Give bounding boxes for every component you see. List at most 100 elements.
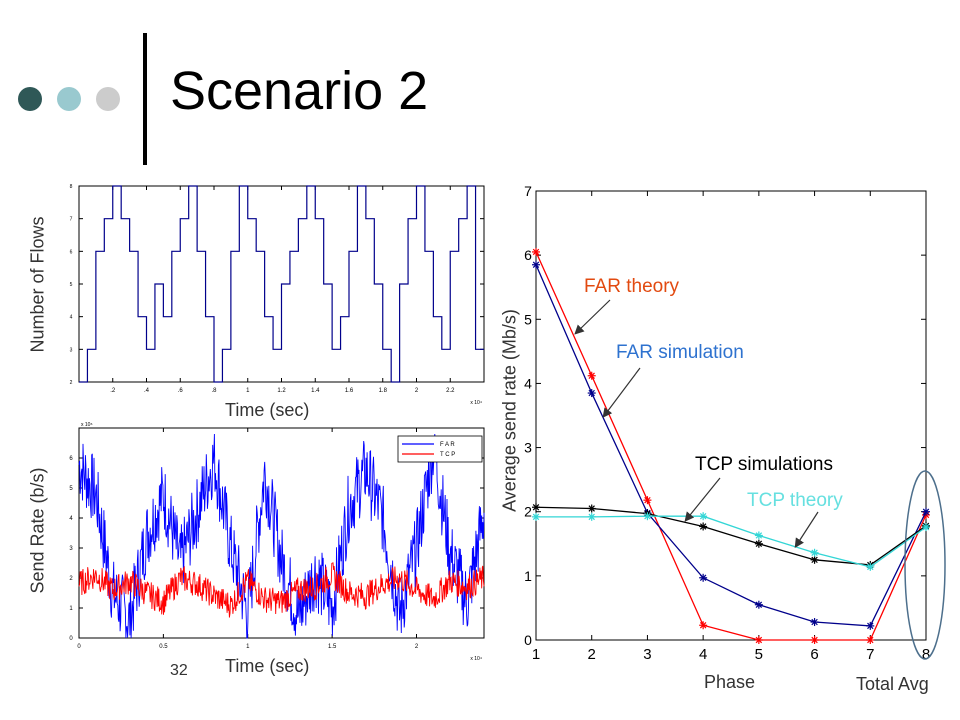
avg-ytick-label: 5 [524,311,532,327]
far-theory-point [699,621,708,630]
point-stroke-d2 [644,496,651,504]
tcp-theory-point [643,512,652,521]
far-simulation-point [754,600,763,609]
page-title: Scenario 2 [170,61,429,121]
bullet-dot-3 [96,87,120,111]
far-theory-point [754,636,763,644]
point-stroke-d2 [699,523,707,530]
send-rate-ytick-label: 5 [69,486,73,492]
flows-ytick-label: 7 [70,217,73,223]
far-simulation-point [922,507,930,516]
point-stroke-d2 [922,508,930,515]
far-series-line [78,433,485,639]
avg-ytick-label: 2 [524,504,532,520]
avg-ytick-label: 3 [524,440,532,456]
point-stroke-d2 [532,513,540,521]
tcp-theory-line [536,515,927,568]
point-stroke-d2 [867,636,874,644]
annotation-far-theory: FAR theory [584,276,680,297]
flows-xtick-label: .2 [110,388,116,394]
send-rate-ytick-label: 6 [69,456,73,462]
far-theory-point [866,636,875,644]
flows-x-multiplier: x 10⁴ [470,400,482,406]
avg-chart-ylabel: Average send rate (Mb/s) [499,309,520,512]
far-simulation-point [587,389,596,398]
point-stroke-d2 [867,563,874,571]
far-theory-point [810,636,819,644]
point-stroke-d2 [699,574,707,582]
point-stroke-d2 [532,261,540,268]
total-avg-ellipse [904,470,946,660]
send-rate-ytick-label: 2 [69,576,73,582]
flows-xtick-label: 1.2 [277,388,286,394]
send-rate-y-multiplier: x 10⁶ [81,422,93,428]
point-stroke-d2 [755,601,763,608]
arrow-tcp-theory [794,511,819,549]
point-stroke-d2 [699,512,707,520]
far-simulation-point [699,573,708,582]
point-stroke-d2 [588,513,595,521]
far-theory-point [532,247,540,256]
far-simulation-line [535,264,927,627]
send-rate-ytick-label: 1 [69,606,73,612]
avg-chart-total-avg-label: Total Avg [856,674,929,694]
avg-ytick-label: 7 [524,183,532,199]
bullet-dot-2 [57,87,81,111]
tcp-simulations-point [532,503,540,512]
avg-xtick-label: 8 [922,646,930,663]
flows-ytick-label: 3 [70,347,73,353]
annotation-tcp-theory: TCP theory [747,490,843,511]
flows-series-line [79,185,484,383]
title-divider [143,33,147,165]
far-simulation-point [866,621,875,630]
avg-ytick-label: 1 [524,568,532,584]
point-stroke-d2 [811,618,818,626]
avg-xtick-label: 1 [532,646,540,663]
tcp-theory-point [587,512,596,521]
flows-xtick-label: .4 [144,388,150,394]
arrow-far-theory [574,299,611,335]
flows-ytick-label: 8 [70,184,73,190]
flows-ytick-label: 6 [70,249,73,255]
send-rate-chart-xlabel: Time (sec) [225,656,310,676]
send-rate-xtick-label: 1 [246,644,250,650]
far-theory-line [535,251,927,641]
avg-xtick-label: 3 [643,646,651,663]
legend-label-tcp: T C P [440,452,455,458]
tcp-theory-point [810,548,819,557]
avg-xtick-label: 5 [755,646,763,663]
tcp-theory-point [699,512,708,521]
point-stroke-d2 [811,636,818,644]
point-stroke-d2 [755,532,763,539]
annotation-tcp-simulations: TCP simulations [695,454,833,475]
point-stroke-d2 [588,389,595,397]
avg-ytick-label: 4 [524,375,532,391]
point-stroke-d2 [811,556,818,564]
send-rate-ytick-label: 4 [69,516,73,522]
point-stroke-d2 [532,504,540,511]
point-stroke-d2 [588,372,595,379]
flows-ytick-label: 2 [70,380,73,386]
legend-label-far: F A R [440,442,455,448]
send-rate-x-multiplier: x 10⁴ [470,656,482,662]
point-stroke-d2 [811,549,818,556]
tcp-theory-point [532,512,540,521]
flows-xtick-label: 2.2 [446,388,455,394]
tcp-simulations-point [587,504,596,513]
flows-xtick-label: 2 [415,388,419,394]
point-stroke-d2 [699,622,707,629]
flows-xtick-label: .6 [178,388,184,394]
flows-xtick-label: 1.6 [345,388,354,394]
send-rate-ytick-label: 0 [69,636,73,642]
tcp-theory-point [754,531,763,540]
send-rate-legend [397,435,483,463]
avg-xtick-label: 4 [699,646,707,663]
point-stroke-d2 [867,622,874,630]
flows-ytick-label: 5 [70,282,73,288]
point-stroke-d2 [755,636,763,644]
tcp-theory-point [866,562,875,571]
tcp-series-line [78,562,485,618]
